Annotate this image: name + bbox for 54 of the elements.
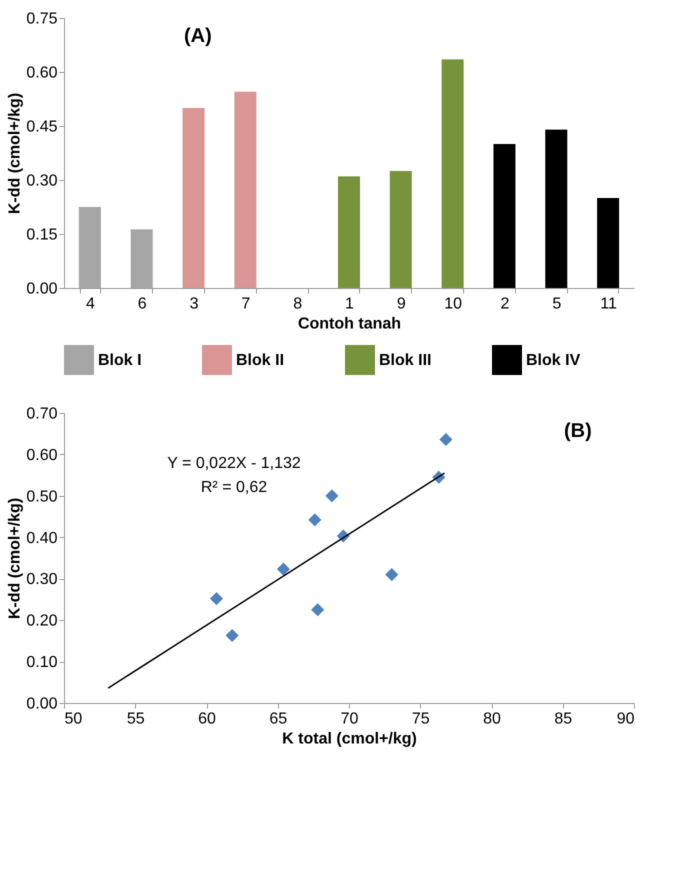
y-tick-label: 0.30 (26, 571, 58, 588)
bar (597, 198, 620, 288)
bar (545, 130, 568, 288)
y-tick-label: 0.10 (26, 654, 58, 672)
y-tick-label: 0.00 (26, 280, 58, 298)
x-tick-label: 65 (269, 710, 288, 728)
x-tick-label: 90 (616, 710, 635, 728)
x-tick-label: 55 (126, 710, 145, 728)
legend-label: Blok IV (526, 352, 581, 369)
x-tick-label: 6 (138, 296, 147, 312)
y-tick-label: 0.75 (26, 10, 58, 28)
x-tick-label: 75 (412, 710, 430, 728)
legend-label: Blok II (236, 352, 284, 369)
x-tick-label: 2 (500, 296, 510, 312)
y-tick-label: 0.15 (26, 226, 58, 244)
legend-label: Blok I (98, 352, 142, 369)
x-tick-label: 50 (64, 710, 82, 728)
y-tick-label: 0.60 (26, 64, 58, 82)
x-tick-label: 80 (483, 710, 501, 728)
y-tick-label: 0.40 (26, 530, 58, 547)
y-tick-label: 0.60 (26, 446, 58, 464)
y-tick-label: 0.00 (26, 696, 58, 712)
y-tick-label: 0.20 (26, 612, 58, 630)
x-tick-label: 70 (340, 710, 358, 728)
y-axis-title: K-dd (cmol+/kg) (6, 92, 24, 214)
x-tick-label: 9 (396, 296, 406, 312)
x-tick-label: 4 (86, 296, 95, 312)
x-tick-label: 11 (600, 296, 617, 312)
x-tick-label: 10 (444, 296, 462, 312)
x-tick-label: 60 (198, 710, 216, 728)
y-tick-label: 0.45 (26, 118, 58, 136)
bar (234, 92, 256, 288)
bar (182, 108, 205, 288)
chart-title: (B) (564, 420, 592, 442)
bar (493, 144, 516, 288)
annotation: R² = 0,62 (200, 479, 268, 496)
x-tick-label: 7 (241, 296, 250, 312)
bar (338, 176, 360, 288)
x-tick-label: 8 (293, 296, 302, 312)
x-axis-title: K total (cmol+/kg) (282, 730, 417, 748)
y-axis-title: K-dd (cmol+/kg) (6, 498, 24, 620)
x-tick-label: 1 (345, 296, 354, 312)
x-tick-label: 85 (554, 710, 572, 728)
x-tick-label: 3 (190, 296, 199, 312)
legend-label: Blok III (379, 352, 432, 369)
bar (390, 171, 412, 288)
y-tick-label: 0.50 (26, 488, 58, 506)
annotation: Y = 0,022X - 1,132 (167, 455, 301, 472)
y-tick-label: 0.70 (26, 406, 58, 422)
x-tick-label: 5 (552, 296, 562, 312)
x-axis-title: Contoh tanah (298, 316, 402, 332)
y-tick-label: 0.30 (26, 172, 58, 190)
bar (442, 59, 464, 288)
chart-title: (A) (184, 25, 212, 47)
